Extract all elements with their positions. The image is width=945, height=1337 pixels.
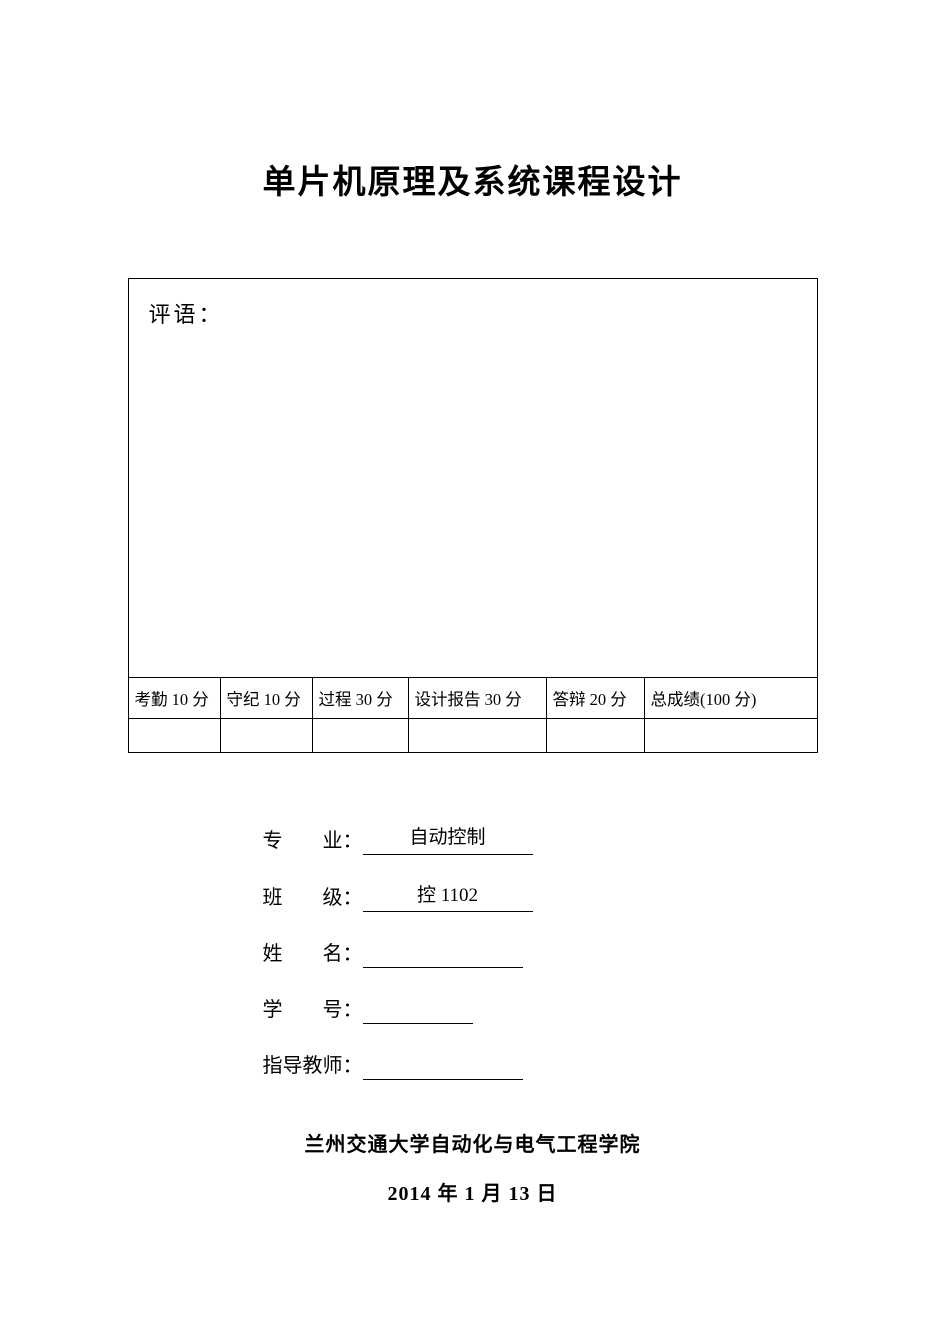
id-value xyxy=(363,1021,473,1024)
date-month: 1 xyxy=(465,1183,476,1205)
score-value-process xyxy=(312,719,408,753)
class-label: 班 级： xyxy=(263,884,363,912)
score-value-total xyxy=(644,719,817,753)
major-label: 专 业： xyxy=(263,827,363,855)
document-title: 单片机原理及系统课程设计 xyxy=(120,155,825,203)
id-label: 学 号： xyxy=(263,996,363,1024)
comments-box: 评语： xyxy=(128,278,818,678)
teacher-value xyxy=(363,1077,523,1080)
major-value: 自动控制 xyxy=(363,825,533,855)
score-value-attendance xyxy=(128,719,220,753)
score-header-total: 总成绩(100 分) xyxy=(644,678,817,719)
teacher-label: 指导教师： xyxy=(263,1052,363,1080)
score-header-row: 考勤 10 分 守纪 10 分 过程 30 分 设计报告 30 分 答辩 20 … xyxy=(128,678,817,719)
score-value-discipline xyxy=(220,719,312,753)
name-row: 姓 名： xyxy=(263,940,683,968)
class-value: 控 1102 xyxy=(363,883,533,913)
major-row: 专 业： 自动控制 xyxy=(263,825,683,855)
score-table: 考勤 10 分 守纪 10 分 过程 30 分 设计报告 30 分 答辩 20 … xyxy=(128,678,818,753)
class-row: 班 级： 控 1102 xyxy=(263,883,683,913)
score-value-report xyxy=(408,719,546,753)
score-header-attendance: 考勤 10 分 xyxy=(128,678,220,719)
student-info: 专 业： 自动控制 班 级： 控 1102 姓 名： 学 号： 指导教师： xyxy=(263,825,683,1080)
comments-label: 评语： xyxy=(149,302,224,327)
score-header-process: 过程 30 分 xyxy=(312,678,408,719)
score-header-discipline: 守纪 10 分 xyxy=(220,678,312,719)
date-year: 2014 xyxy=(388,1183,432,1205)
name-label: 姓 名： xyxy=(263,940,363,968)
date-day-unit: 日 xyxy=(537,1183,558,1205)
date-year-unit: 年 xyxy=(438,1183,459,1205)
score-header-report: 设计报告 30 分 xyxy=(408,678,546,719)
score-value-row xyxy=(128,719,817,753)
teacher-row: 指导教师： xyxy=(263,1052,683,1080)
date-day: 13 xyxy=(509,1183,531,1205)
score-value-defense xyxy=(546,719,644,753)
date-month-unit: 月 xyxy=(482,1183,503,1205)
name-value xyxy=(363,965,523,968)
id-row: 学 号： xyxy=(263,996,683,1024)
institution-name: 兰州交通大学自动化与电气工程学院 xyxy=(120,1128,825,1157)
date-line: 2014 年 1 月 13 日 xyxy=(120,1177,825,1206)
score-header-defense: 答辩 20 分 xyxy=(546,678,644,719)
cover-page: 单片机原理及系统课程设计 评语： 考勤 10 分 守纪 10 分 过程 30 分… xyxy=(0,0,945,1206)
